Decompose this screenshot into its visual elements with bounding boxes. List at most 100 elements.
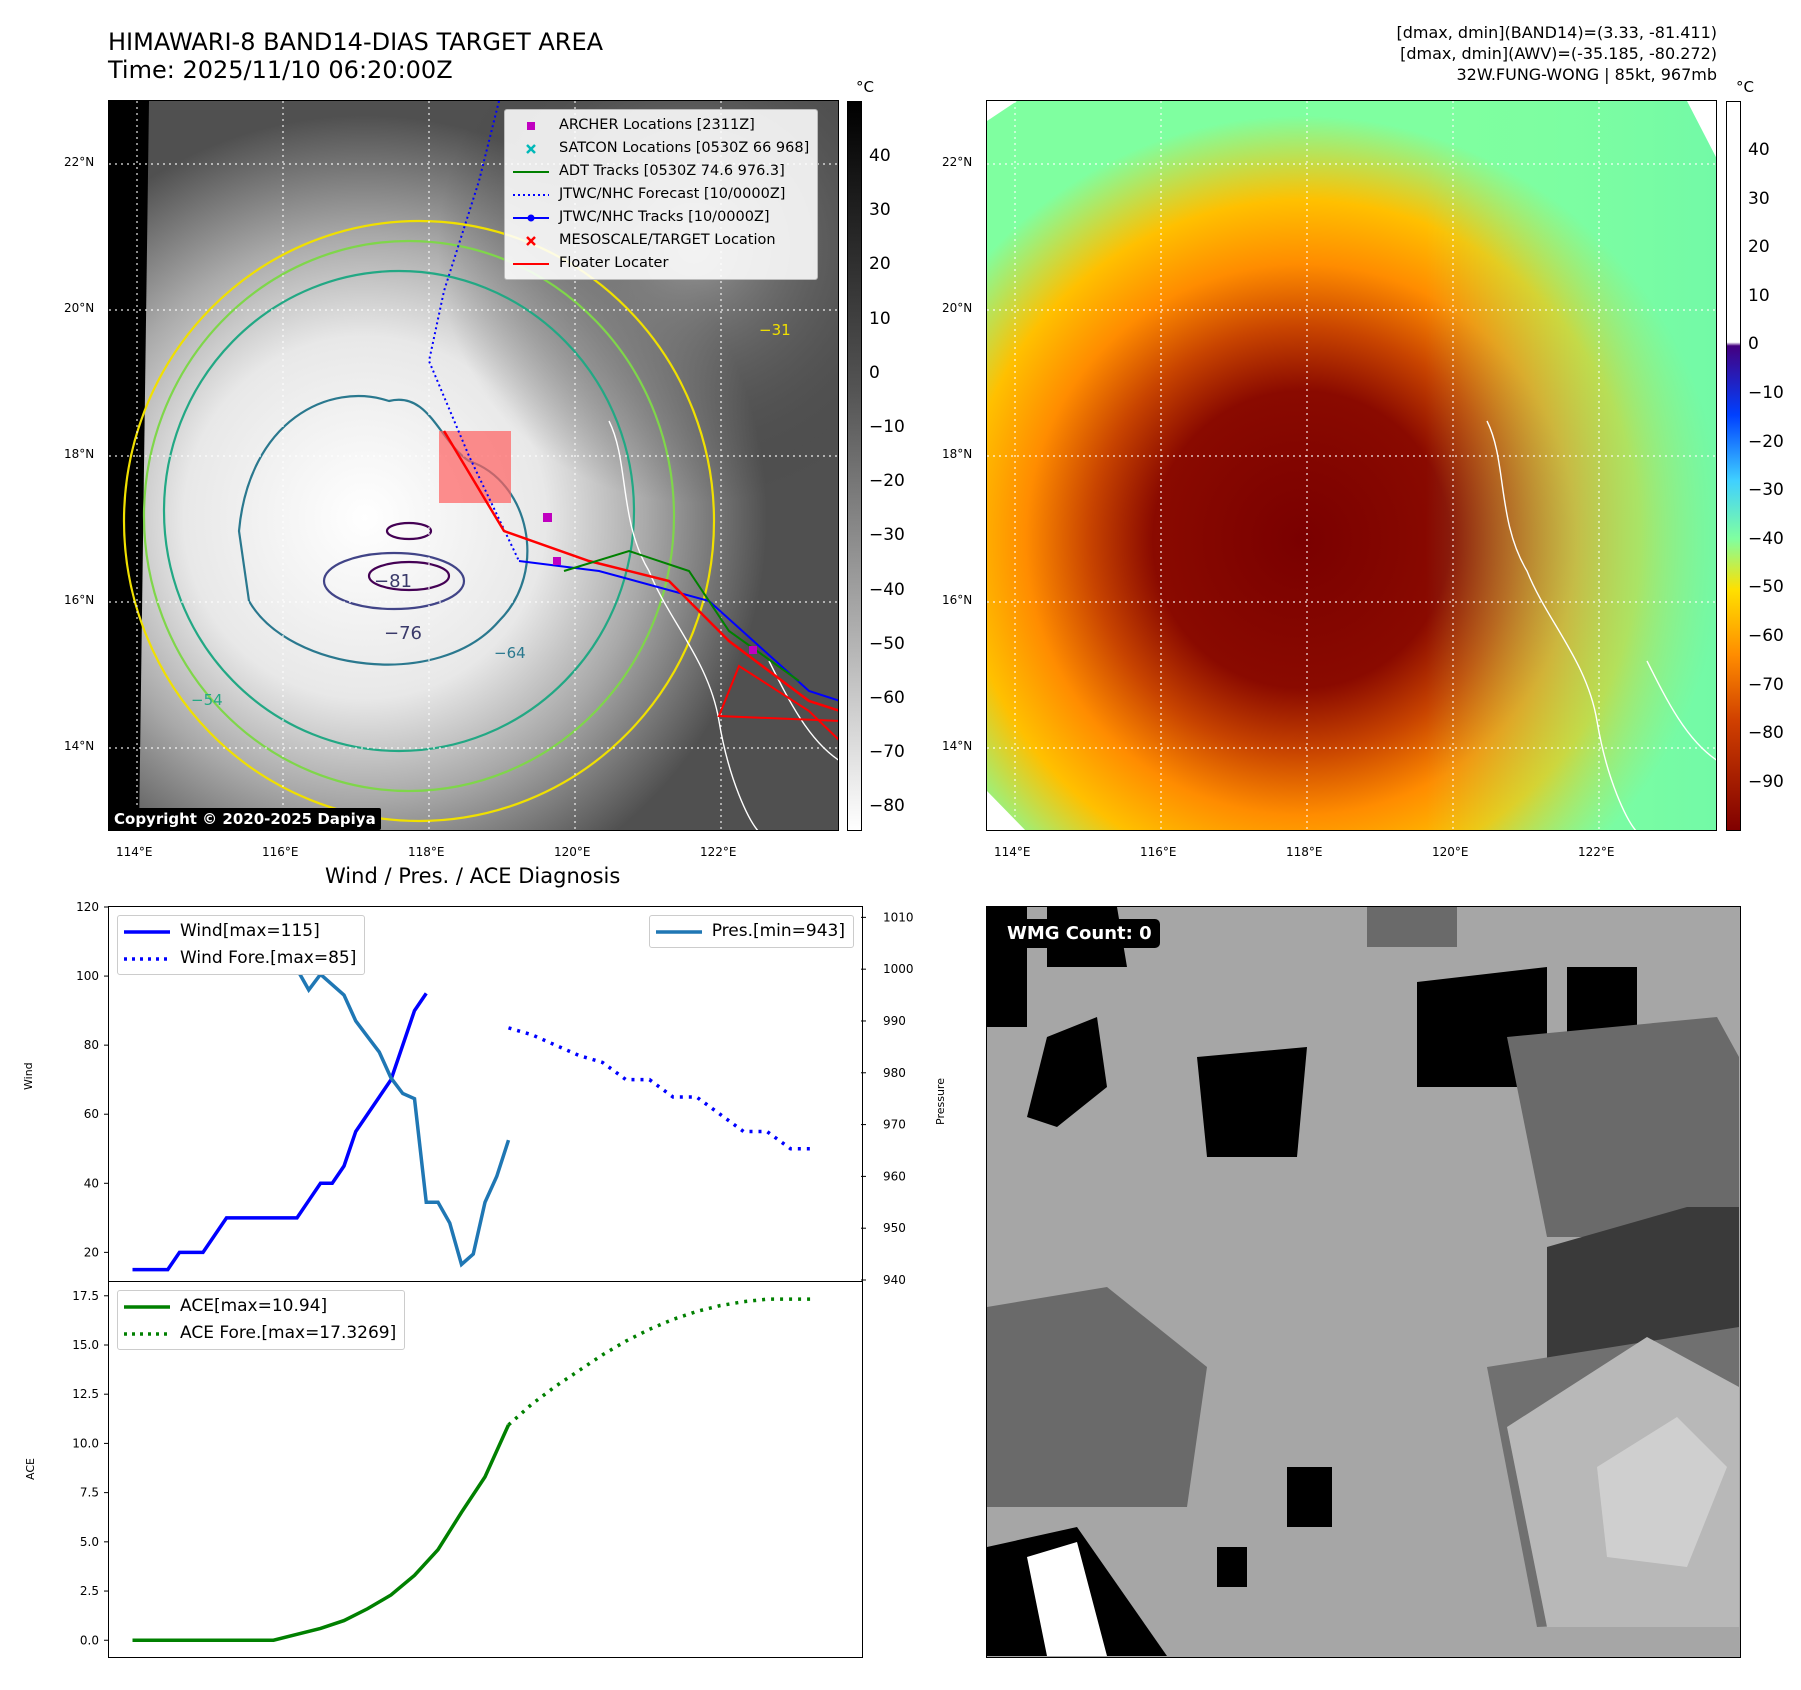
ir-colorbar-tick: 20 <box>869 254 891 275</box>
legend-pressure-label: Pres.[min=943] <box>711 921 845 941</box>
awv-colorbar <box>1726 101 1741 831</box>
legend-swatch <box>513 193 549 196</box>
map-legend-item: MESOSCALE/TARGET Location <box>511 229 809 252</box>
awv-map-image <box>987 101 1716 830</box>
lat-tick-label: 18°N <box>942 447 973 461</box>
lon-tick-label: 122°E <box>1578 845 1615 859</box>
y-tick-label: 80 <box>84 1038 99 1052</box>
ir-colorbar-tick: −10 <box>869 417 905 437</box>
legend-swatch <box>513 262 549 265</box>
y2-tick-label: 980 <box>883 1066 906 1080</box>
map-legend-label: ADT Tracks [0530Z 74.6 976.3] <box>559 163 785 179</box>
contour-label: −81 <box>374 571 412 592</box>
wmg-panel: WMG Count: 0 <box>986 906 1741 1658</box>
legend-swatch <box>513 170 549 173</box>
map-legend-item: ADT Tracks [0530Z 74.6 976.3] <box>511 160 809 183</box>
ir-colorbar-tick: 30 <box>869 200 891 221</box>
contour-label: −54 <box>191 691 223 709</box>
awv-colorbar-tick: −70 <box>1748 674 1784 695</box>
legend-wind: Wind[max=115] <box>124 918 356 945</box>
ir-colorbar-tick: −50 <box>869 633 905 654</box>
awv-colorbar-tick: −40 <box>1748 528 1784 549</box>
ace-series-line-1 <box>507 1297 814 1427</box>
ace-y-tick-label: 0.0 <box>80 1633 99 1647</box>
awv-map-panel <box>986 100 1717 831</box>
ir-colorbar-tick: 0 <box>869 362 880 383</box>
legend-ace-label: ACE[max=10.94] <box>180 1296 328 1316</box>
lon-tick-label: 118°E <box>1286 845 1323 859</box>
ace-y-tick-label: 2.5 <box>80 1584 99 1598</box>
legend-swatch <box>527 121 535 130</box>
ace-axis-label: ACE <box>24 1458 37 1480</box>
ir-colorbar-tick: −40 <box>869 579 905 600</box>
legend-swatch <box>526 235 536 246</box>
ir-colorbar-tick: −20 <box>869 471 905 492</box>
y-tick-label: 100 <box>76 969 99 983</box>
map-legend-item: Floater Locater <box>511 252 809 275</box>
lat-tick-label: 22°N <box>942 155 973 169</box>
legend-swatch <box>526 143 536 154</box>
y2-tick-label: 950 <box>883 1221 906 1235</box>
y-tick-label: 120 <box>76 900 99 914</box>
series-line-1 <box>508 1026 814 1151</box>
ir-colorbar-tick: −60 <box>869 688 905 708</box>
awv-colorbar-tick: −80 <box>1748 723 1784 744</box>
map-legend-label: ARCHER Locations [2311Z] <box>559 117 755 133</box>
title-line-2: Time: 2025/11/10 06:20:00Z <box>108 56 453 84</box>
ir-colorbar-tick: −80 <box>869 796 905 817</box>
lat-tick-label: 16°N <box>942 593 973 607</box>
ir-colorbar <box>847 101 862 831</box>
diagnosis-title: Wind / Pres. / ACE Diagnosis <box>325 864 621 888</box>
awv-colorbar-tick: 0 <box>1748 334 1759 355</box>
awv-colorbar-tick: 30 <box>1748 188 1770 209</box>
series-line-0 <box>132 992 428 1272</box>
pressure-axis-label: Pressure <box>934 1078 947 1125</box>
ace-y-tick-label: 17.5 <box>72 1289 99 1303</box>
legend-wind-forecast: Wind Fore.[max=85] <box>124 945 356 972</box>
y2-tick-label: 990 <box>883 1014 906 1028</box>
lon-tick-label: 114°E <box>116 845 153 859</box>
stats-line-1: [dmax, dmin](BAND14)=(3.33, -81.411) <box>1396 23 1718 42</box>
ace-y-tick-label: 10.0 <box>72 1436 99 1450</box>
lat-tick-label: 14°N <box>64 739 95 753</box>
ir-colorbar-tick: −30 <box>869 525 905 546</box>
map-legend-item: SATCON Locations [0530Z 66 968] <box>511 137 809 160</box>
ace-plot: 17.5 15.0 12.5 10.0 7.5 5.0 2.5 0.0 <box>72 1289 814 1647</box>
awv-colorbar-tick: 10 <box>1748 285 1770 306</box>
stats-block: [dmax, dmin](BAND14)=(3.33, -81.411) [dm… <box>1397 22 1718 85</box>
ace-y-tick-label: 15.0 <box>72 1338 99 1352</box>
lon-tick-label: 116°E <box>262 845 299 859</box>
y2-tick-label: 1000 <box>883 962 914 976</box>
map-legend-label: SATCON Locations [0530Z 66 968] <box>559 140 810 156</box>
awv-colorbar-tick: −30 <box>1748 480 1784 501</box>
awv-colorbar-tick: 20 <box>1748 237 1770 258</box>
y2-tick-label: 940 <box>883 1273 906 1287</box>
lat-tick-label: 22°N <box>64 155 95 169</box>
ir-colorbar-tick: 10 <box>869 308 891 329</box>
awv-colorbar-tick: −90 <box>1748 771 1784 792</box>
ace-y-tick-label: 12.5 <box>72 1387 99 1401</box>
legend-swatch <box>513 214 549 221</box>
ace-series-line-0 <box>132 1424 511 1643</box>
lat-tick-label: 14°N <box>942 739 973 753</box>
ace-y-tick-label: 7.5 <box>80 1486 99 1500</box>
map-legend-label: MESOSCALE/TARGET Location <box>559 232 776 248</box>
map-legend-item: JTWC/NHC Tracks [10/0000Z] <box>511 206 809 229</box>
lat-tick-label: 16°N <box>64 593 95 607</box>
wind-pressure-chart: 120 100 80 60 40 20 1010 1000 990 980 970 960 950 940… <box>76 900 913 1287</box>
lat-tick-label: 18°N <box>64 447 95 461</box>
y2-tick-label: 970 <box>883 1118 906 1132</box>
lon-tick-label: 120°E <box>1432 845 1469 859</box>
legend-ace-forecast: ACE Fore.[max=17.3269] <box>124 1320 396 1347</box>
wind-legend: Wind[max=115] Wind Fore.[max=85] <box>117 915 366 975</box>
awv-colorbar-tick: 40 <box>1748 140 1770 160</box>
ace-chart: 17.5 15.0 12.5 10.0 7.5 5.0 2.5 0.0 ACE[max=10.… <box>72 1281 863 1658</box>
awv-colorbar-unit: °C <box>1736 78 1754 96</box>
map-legend-label: JTWC/NHC Forecast [10/0000Z] <box>559 186 786 202</box>
y-tick-label: 60 <box>84 1107 99 1121</box>
stats-line-2: [dmax, dmin](AWV)=(-35.185, -80.272) <box>1400 44 1717 63</box>
map-legend-label: JTWC/NHC Tracks [10/0000Z] <box>559 209 770 225</box>
awv-colorbar-tick: −10 <box>1748 383 1784 403</box>
legend-pressure: Pres.[min=943] <box>655 918 845 945</box>
contour-label: −31 <box>759 321 791 339</box>
